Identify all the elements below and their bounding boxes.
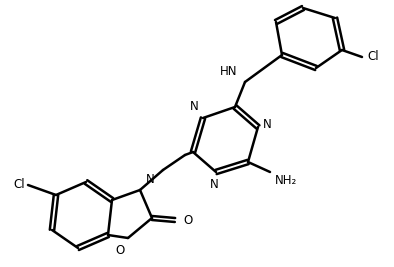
Text: NH₂: NH₂ xyxy=(275,174,297,187)
Text: O: O xyxy=(116,244,125,257)
Text: N: N xyxy=(210,178,218,191)
Text: Cl: Cl xyxy=(13,179,25,191)
Text: N: N xyxy=(190,100,199,113)
Text: N: N xyxy=(263,119,272,132)
Text: HN: HN xyxy=(219,65,237,78)
Text: Cl: Cl xyxy=(367,50,379,64)
Text: O: O xyxy=(183,214,192,226)
Text: N: N xyxy=(146,173,155,186)
